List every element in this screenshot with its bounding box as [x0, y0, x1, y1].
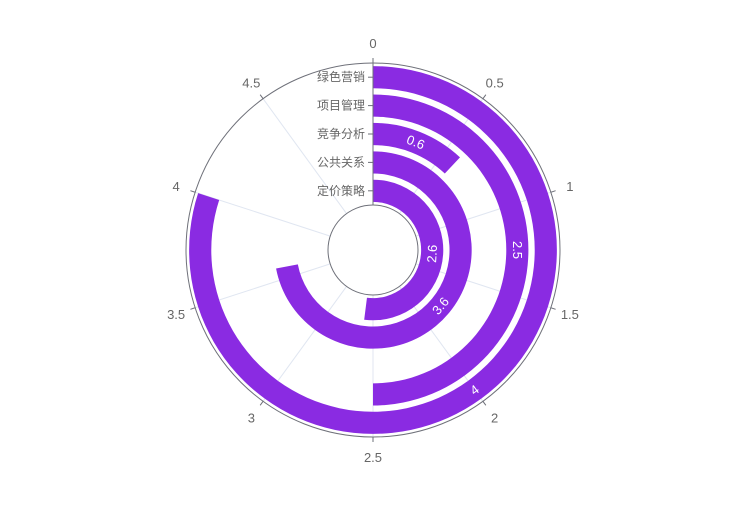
angle-tick-label-6: 3: [248, 410, 255, 425]
angle-tick-2: [550, 190, 556, 193]
bars: [189, 66, 557, 434]
inner-axis-circle: [327, 204, 419, 296]
bar-3: [373, 94, 529, 406]
data-label-0: 2.6: [424, 244, 440, 263]
angle-tick-7: [190, 307, 196, 310]
category-label-4: 绿色营销: [317, 69, 365, 84]
category-label-0: 定价策略: [317, 183, 365, 198]
angle-tick-label-4: 2: [491, 410, 498, 425]
angle-tick-label-5: 2.5: [364, 450, 382, 465]
angle-axis-ticks: 0 0.5 1 1.5 2 2.5 3 3.5 4 4.5: [167, 36, 579, 465]
angle-tick-1: [482, 94, 487, 100]
angle-tick-label-2: 1: [566, 179, 573, 194]
angle-tick-label-8: 4: [173, 179, 180, 194]
angle-tick-label-9: 4.5: [242, 76, 260, 91]
bar-2: [373, 122, 460, 174]
angle-tick-9: [259, 94, 264, 100]
radius-axis: 定价策略 公共关系 竞争分析 项目管理 绿色营销: [317, 63, 374, 205]
category-label-1: 公共关系: [317, 155, 365, 169]
angle-tick-label-1: 0.5: [486, 76, 504, 91]
category-label-2: 竞争分析: [317, 127, 365, 141]
angle-tick-6: [259, 400, 264, 406]
data-label-2: 0.6: [405, 132, 427, 153]
angle-tick-8: [190, 190, 196, 193]
angle-tick-3: [550, 307, 556, 310]
grid-line-9: [262, 98, 347, 214]
category-label-3: 项目管理: [317, 98, 365, 113]
data-label-3: 2.5: [510, 241, 525, 259]
bar-0: [364, 179, 444, 321]
angle-tick-4: [482, 400, 487, 406]
angle-tick-label-7: 3.5: [167, 307, 185, 322]
angle-tick-label-0: 0: [369, 36, 376, 51]
grid-line-8: [194, 191, 331, 237]
angle-tick-label-3: 1.5: [561, 307, 579, 322]
